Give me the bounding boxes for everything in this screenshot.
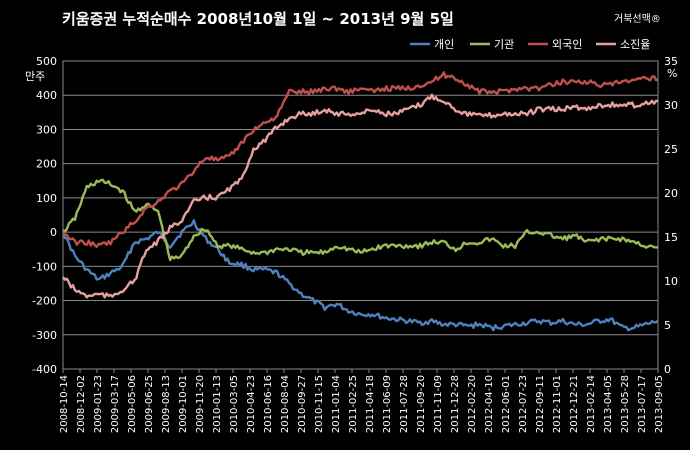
y-left-tick-label: -100 xyxy=(32,260,57,273)
series-lines xyxy=(61,71,659,332)
x-tick-label: 2010-03-05 xyxy=(229,375,240,433)
x-tick-label: 2010-11-15 xyxy=(314,375,325,433)
y-right-tick-label: 25 xyxy=(664,143,678,156)
x-tick-label: 2012-02-20 xyxy=(467,375,478,433)
y-right-tick-label: 35 xyxy=(664,55,678,68)
x-tick-label: 2010-04-23 xyxy=(246,375,257,433)
x-tick-label: 2010-08-04 xyxy=(280,375,291,433)
x-tick-label: 2012-07-23 xyxy=(518,375,529,433)
x-tick-label: 2009-10-01 xyxy=(178,375,189,433)
x-tick-label: 2013-09-05 xyxy=(654,375,665,433)
axes: -400 -300 -200 -100 0 100 200 300 400 500 0 5 10 15 20… xyxy=(32,55,678,433)
x-tick-label: 2012-04-10 xyxy=(484,375,495,433)
x-tick-label: 2011-09-20 xyxy=(416,375,427,433)
x-tick-label: 2010-06-16 xyxy=(263,375,274,433)
legend-label: 기관 xyxy=(494,38,514,51)
y-left-tick-label: -300 xyxy=(32,329,57,342)
x-tick-label: 2011-07-28 xyxy=(399,375,410,433)
y-right-tick-label: 10 xyxy=(664,275,678,288)
x-tick-label: 2013-02-14 xyxy=(586,375,597,433)
legend-label: 소진율 xyxy=(620,38,650,51)
x-tick-label: 2010-01-13 xyxy=(212,375,223,433)
series-line-3 xyxy=(61,71,659,249)
x-tick-label: 2013-04-05 xyxy=(603,375,614,433)
x-tick-label: 2011-02-25 xyxy=(348,375,359,433)
y-left-tick-label: 500 xyxy=(36,55,57,68)
x-tick-label: 2009-03-17 xyxy=(110,375,121,433)
plot-area xyxy=(62,60,659,370)
y-left-tick-label: 400 xyxy=(36,89,57,102)
x-tick-label: 2012-12-21 xyxy=(569,375,580,433)
y-right-tick-label: 0 xyxy=(664,363,671,376)
y-left-tick-label: 100 xyxy=(36,192,57,205)
legend-label: 외국인 xyxy=(552,38,582,51)
right-axis-unit: % xyxy=(667,67,677,80)
y-right-tick-label: 30 xyxy=(664,99,678,112)
y-right-tick-label: 5 xyxy=(664,319,671,332)
y-right-tick-label: 15 xyxy=(664,231,678,244)
x-tick-label: 2009-01-23 xyxy=(93,375,104,433)
left-axis-unit: 만주 xyxy=(25,70,45,83)
x-tick-label: 2009-11-20 xyxy=(195,375,206,433)
x-tick-label: 2009-08-13 xyxy=(161,375,172,433)
x-tick-label: 2010-09-27 xyxy=(297,375,308,433)
x-tick-label: 2009-05-06 xyxy=(127,375,138,433)
x-tick-label: 2011-04-18 xyxy=(365,375,376,433)
y-left-tick-label: -400 xyxy=(32,363,57,376)
series-line-4 xyxy=(62,93,658,299)
x-tick-label: 2011-12-28 xyxy=(450,375,461,433)
legend: 개인 기관 외국인 소진율 xyxy=(410,38,650,51)
series-line-2 xyxy=(62,178,659,262)
x-tick-label: 2012-11-01 xyxy=(552,375,563,433)
x-tick-label: 2011-06-09 xyxy=(382,375,393,433)
x-tick-label: 2012-06-01 xyxy=(501,375,512,433)
x-tick-label: 2012-09-11 xyxy=(535,375,546,433)
x-tick-label: 2011-01-04 xyxy=(331,375,342,433)
x-tick-label: 2011-11-09 xyxy=(433,375,444,433)
y-right-tick-label: 20 xyxy=(664,187,678,200)
x-tick-label: 2008-10-14 xyxy=(59,375,70,433)
chart-title: 키움증권 누적순매수 2008년10월 1일 ~ 2013년 9월 5일 xyxy=(62,10,454,28)
y-left-tick-label: 300 xyxy=(36,123,57,136)
x-tick-label: 2013-07-17 xyxy=(637,375,648,433)
x-tick-label: 2008-12-02 xyxy=(76,375,87,433)
y-left-tick-label: 200 xyxy=(36,158,57,171)
y-left-tick-label: 0 xyxy=(50,226,57,239)
brand-label: 거북선맥® xyxy=(614,13,661,25)
x-tick-label: 2013-05-28 xyxy=(620,375,631,433)
y-left-tick-label: -200 xyxy=(32,295,57,308)
legend-label: 개인 xyxy=(434,38,454,51)
x-tick-label: 2009-06-25 xyxy=(144,375,155,433)
